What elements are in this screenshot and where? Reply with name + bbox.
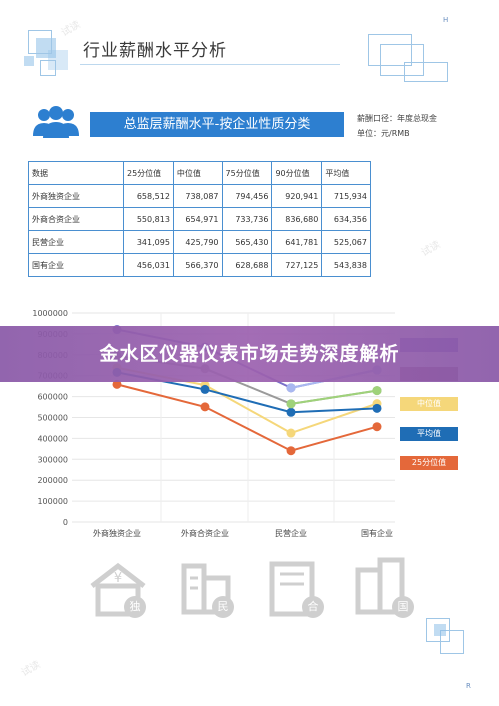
table-cell: 715,934 (321, 184, 371, 208)
salary-table: 数据 25分位值 中位值 75分位值 90分位值 平均值 外商独资企业 658,… (28, 161, 371, 277)
series-line (116, 383, 378, 452)
table-cell: 727,125 (271, 253, 323, 277)
series-point (286, 428, 296, 438)
watermark: 试读 (19, 659, 43, 679)
headline-banner: 金水区仪器仪表市场走势深度解析 (0, 326, 499, 382)
series-point (372, 422, 382, 432)
table-cell: 836,680 (271, 207, 323, 231)
y-tick-label: 1000000 (32, 309, 68, 318)
x-tick-label: 外商独资企业 (93, 528, 141, 538)
state-owned-building-icon (355, 557, 405, 615)
series-point (200, 384, 210, 394)
section-subtitle: 总监层薪酬水平-按企业性质分类 (90, 112, 344, 137)
row-label: 外商独资企业 (28, 184, 124, 208)
table-header: 90分位值 (271, 161, 323, 185)
table-header: 75分位值 (221, 161, 273, 185)
x-tick-label: 民营企业 (275, 528, 307, 538)
footer-icon-circle: 合 (302, 596, 324, 618)
watermark: 试读 (419, 239, 443, 259)
series-point (372, 403, 382, 413)
table-row: 外商独资企业 658,512 738,087 794,456 920,941 7… (28, 184, 371, 208)
row-label: 外商合资企业 (28, 207, 124, 231)
deco-square (440, 630, 464, 654)
deco-square (434, 624, 446, 636)
table-header: 中位值 (172, 161, 223, 185)
legend-item-p25: 25分位值 (400, 456, 458, 470)
table-cell: 566,370 (172, 253, 223, 277)
series-line (290, 389, 378, 405)
table-cell: 341,095 (123, 230, 174, 254)
table-row: 民营企业 341,095 425,790 565,430 641,781 525… (28, 230, 371, 254)
deco-square (24, 56, 34, 66)
watermark: 试读 (59, 19, 83, 39)
x-tick-label: 外商合资企业 (181, 528, 229, 538)
table-cell: 550,813 (123, 207, 174, 231)
deco-square (28, 30, 52, 54)
people-group-icon (33, 106, 79, 138)
row-label: 国有企业 (28, 253, 124, 277)
table-header: 25分位值 (123, 161, 174, 185)
page-title: 行业薪酬水平分析 (83, 41, 227, 61)
series-point (286, 399, 296, 409)
series-point (286, 383, 296, 393)
svg-text:¥: ¥ (114, 571, 122, 586)
legend-item-average: 平均值 (400, 427, 458, 441)
table-header: 数据 (28, 161, 124, 185)
series-point (286, 407, 296, 417)
y-tick-label: 100000 (37, 497, 68, 506)
table-cell: 733,736 (221, 207, 273, 231)
footer-icon-circle: 国 (392, 596, 414, 618)
table-cell: 920,941 (271, 184, 323, 208)
deco-square (380, 44, 424, 76)
joint-venture-building-icon (269, 561, 315, 617)
table-cell: 641,781 (271, 230, 323, 254)
corner-mark-bottom: R (466, 682, 471, 690)
deco-square (40, 60, 56, 76)
deco-square (404, 62, 448, 82)
table-cell: 456,031 (123, 253, 174, 277)
row-label: 民营企业 (28, 230, 124, 254)
table-cell: 654,971 (172, 207, 223, 231)
y-tick-label: 300000 (37, 455, 68, 464)
y-tick-label: 0 (63, 518, 68, 527)
meta-caliber: 薪酬口径：年度总现金 (357, 114, 437, 123)
table-cell: 738,087 (172, 184, 223, 208)
corner-mark-top: H (443, 16, 449, 24)
y-tick-label: 600000 (37, 393, 68, 402)
y-tick-label: 400000 (37, 434, 68, 443)
title-divider (80, 64, 340, 65)
table-header-row: 数据 25分位值 中位值 75分位值 90分位值 平均值 (28, 161, 371, 185)
series-point (200, 402, 210, 412)
series-point (372, 386, 382, 396)
table-cell: 628,688 (221, 253, 273, 277)
series-point (286, 446, 296, 456)
deco-square (368, 34, 412, 66)
legend-item-median: 中位值 (400, 397, 458, 411)
table-row: 国有企业 456,031 566,370 628,688 727,125 543… (28, 253, 371, 277)
series-point (112, 379, 122, 389)
y-tick-label: 500000 (37, 414, 68, 423)
table-cell: 425,790 (172, 230, 223, 254)
y-tick-label: 200000 (37, 476, 68, 485)
footer-icon-circle: 独 (124, 596, 146, 618)
table-cell: 794,456 (221, 184, 273, 208)
table-row: 外商合资企业 550,813 654,971 733,736 836,680 6… (28, 207, 371, 231)
table-cell: 634,356 (321, 207, 371, 231)
footer-icon-circle: 民 (212, 596, 234, 618)
deco-square (48, 50, 68, 70)
meta-unit: 单位：元/RMB (357, 129, 410, 138)
table-header: 平均值 (321, 161, 371, 185)
table-cell: 658,512 (123, 184, 174, 208)
table-cell: 543,838 (321, 253, 371, 277)
x-tick-label: 国有企业 (361, 528, 393, 538)
table-cell: 525,067 (321, 230, 371, 254)
table-cell: 565,430 (221, 230, 273, 254)
